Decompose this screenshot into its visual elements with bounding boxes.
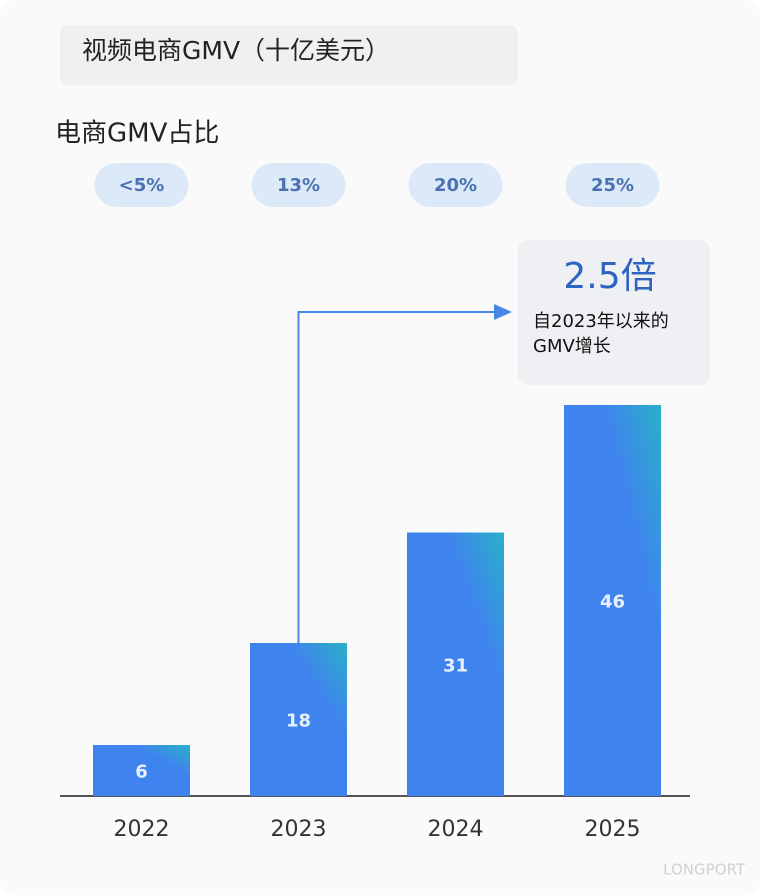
- share-pill: [408, 163, 503, 207]
- share-label: 25%: [591, 175, 634, 196]
- share-label: 20%: [434, 175, 477, 196]
- share-pill: [94, 163, 189, 207]
- share-label: 13%: [277, 175, 320, 196]
- chart-title: 视频电商GMV（十亿美元）: [82, 36, 390, 65]
- value-label: 46: [600, 592, 625, 613]
- x-tick-label: 2022: [114, 817, 170, 842]
- value-label: 31: [443, 655, 468, 676]
- annotation-line: 自2023年以来的: [533, 311, 669, 332]
- share-label: <5%: [119, 175, 165, 196]
- annotation-box: [518, 240, 710, 385]
- x-tick-label: 2025: [585, 817, 641, 842]
- watermark: LONGPORT: [663, 861, 746, 879]
- share-pill: [565, 163, 660, 207]
- bar: [93, 745, 190, 796]
- annotation-line: GMV增长: [533, 336, 611, 357]
- chart-subtitle: 电商GMV占比: [55, 119, 219, 149]
- title-box: [60, 25, 518, 85]
- growth-arrow: [297, 304, 512, 643]
- bar: [407, 532, 504, 796]
- x-tick-label: 2024: [428, 817, 484, 842]
- bar: [250, 643, 347, 796]
- x-tick-label: 2023: [271, 817, 327, 842]
- value-label: 6: [135, 762, 148, 783]
- value-label: 18: [286, 711, 311, 732]
- bar: [564, 405, 661, 796]
- share-pill: [251, 163, 346, 207]
- annotation-headline: 2.5倍: [563, 256, 656, 297]
